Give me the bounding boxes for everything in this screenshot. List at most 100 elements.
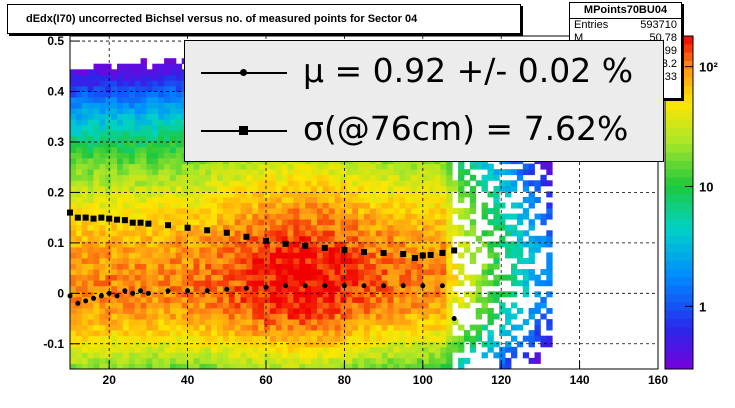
- heatmap-cell: [199, 269, 206, 275]
- heatmap-cell: [187, 180, 194, 187]
- heatmap-cell: [170, 74, 177, 81]
- heatmap-cell: [87, 263, 94, 270]
- heatmap-cell: [111, 80, 118, 87]
- heatmap-cell: [93, 357, 100, 364]
- heatmap-cell: [369, 219, 377, 226]
- heatmap-cell: [187, 258, 194, 264]
- heatmap-cell: [99, 235, 106, 242]
- heatmap-cell: [516, 169, 524, 176]
- heatmap-cell: [164, 135, 171, 142]
- heatmap-cell: [134, 274, 141, 281]
- heatmap-cell: [128, 357, 136, 364]
- heatmap-cell: [170, 197, 177, 203]
- heatmap-cell: [246, 319, 253, 326]
- heatmap-cell: [140, 91, 147, 98]
- heatmap-cell: [193, 319, 200, 326]
- heatmap-cell: [346, 197, 353, 203]
- heatmap-cell: [399, 274, 406, 281]
- heatmap-cell: [264, 324, 271, 331]
- heatmap-cell: [146, 185, 153, 192]
- heatmap-cell: [528, 191, 535, 198]
- heatmap-cell: [334, 213, 341, 220]
- heatmap-cell: [187, 185, 194, 192]
- heatmap-cell: [75, 135, 83, 142]
- heatmap-cell: [440, 291, 447, 298]
- heatmap-cell: [322, 169, 330, 176]
- heatmap-cell: [340, 319, 347, 326]
- heatmap-cell: [505, 180, 512, 187]
- heatmap-cell: [434, 185, 441, 192]
- heatmap-cell: [275, 346, 283, 353]
- heatmap-cell: [428, 302, 435, 309]
- heatmap-cell: [228, 291, 236, 298]
- heatmap-cell: [428, 235, 435, 242]
- heatmap-cell: [199, 202, 206, 209]
- heatmap-cell: [352, 258, 359, 264]
- heatmap-cell: [99, 147, 106, 153]
- heatmap-cell: [87, 224, 94, 231]
- heatmap-cell: [105, 135, 112, 142]
- heatmap-cell: [399, 241, 406, 248]
- heatmap-cell: [293, 263, 300, 270]
- heatmap-cell: [146, 302, 153, 309]
- heatmap-cell: [475, 235, 482, 242]
- heatmap-cell: [75, 324, 83, 331]
- heatmap-cell: [117, 69, 124, 76]
- heatmap-cell: [258, 280, 265, 287]
- heatmap-cell: [122, 235, 130, 242]
- heatmap-cell: [128, 352, 136, 359]
- heatmap-cell: [317, 330, 324, 337]
- heatmap-cell: [211, 330, 218, 337]
- heatmap-cell: [99, 335, 106, 342]
- heatmap-cell: [352, 291, 359, 298]
- heatmap-cell: [140, 202, 147, 209]
- heatmap-cell: [128, 346, 136, 353]
- heatmap-cell: [93, 352, 100, 359]
- heatmap-cell: [281, 319, 288, 326]
- heatmap-cell: [522, 163, 530, 170]
- heatmap-cell: [381, 285, 388, 292]
- heatmap-cell: [275, 324, 283, 331]
- heatmap-cell: [170, 113, 177, 120]
- heatmap-cell: [499, 169, 506, 176]
- heatmap-cell: [399, 258, 406, 264]
- heatmap-cell: [205, 185, 212, 192]
- heatmap-cell: [528, 241, 535, 248]
- heatmap-cell: [252, 274, 259, 281]
- heatmap-cell: [105, 113, 112, 120]
- heatmap-cell: [511, 352, 518, 359]
- heatmap-cell: [293, 296, 300, 303]
- heatmap-cell: [334, 274, 341, 281]
- heatmap-cell: [475, 246, 482, 253]
- heatmap-cell: [487, 163, 494, 170]
- heatmap-cell: [293, 324, 300, 331]
- heatmap-cell: [364, 363, 371, 370]
- heatmap-cell: [264, 191, 271, 198]
- heatmap-cell: [134, 147, 141, 153]
- heatmap-cell: [134, 119, 141, 126]
- heatmap-cell: [152, 230, 159, 237]
- heatmap-cell: [317, 274, 324, 281]
- heatmap-cell: [516, 308, 524, 314]
- heatmap-cell: [175, 85, 183, 92]
- heatmap-cell: [452, 263, 459, 270]
- heatmap-cell: [181, 197, 188, 203]
- heatmap-cell: [346, 258, 353, 264]
- mu-marker: [67, 293, 73, 299]
- heatmap-cell: [175, 208, 183, 214]
- heatmap-cell: [505, 357, 512, 364]
- heatmap-cell: [428, 241, 435, 248]
- heatmap-cell: [405, 224, 412, 231]
- heatmap-cell: [187, 352, 194, 359]
- heatmap-cell: [299, 185, 306, 192]
- heatmap-cell: [175, 308, 183, 314]
- heatmap-cell: [134, 352, 141, 359]
- heatmap-cell: [434, 296, 441, 303]
- heatmap-cell: [134, 280, 141, 287]
- heatmap-cell: [70, 258, 77, 264]
- heatmap-cell: [128, 246, 136, 253]
- heatmap-cell: [411, 280, 418, 287]
- heatmap-cell: [311, 230, 318, 237]
- heatmap-cell: [364, 274, 371, 281]
- heatmap-cell: [405, 197, 412, 203]
